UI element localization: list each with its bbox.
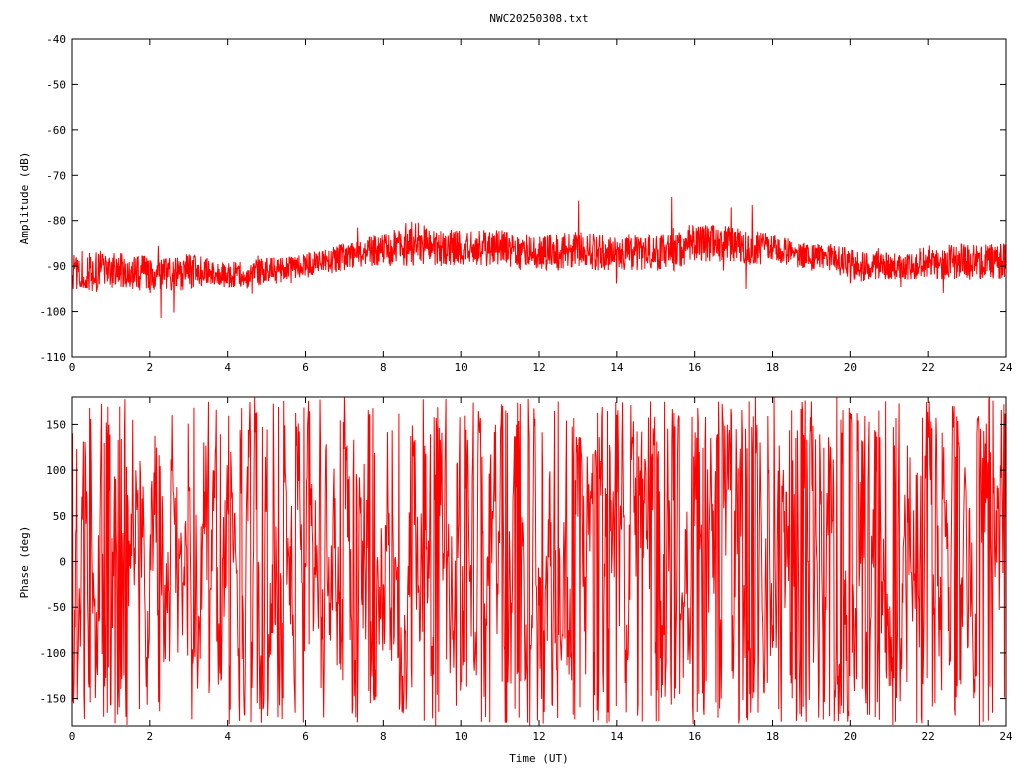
phase-x-tick-label: 10 (455, 730, 468, 743)
amplitude-y-tick-label: -100 (40, 306, 67, 319)
phase-y-tick-label: -100 (40, 647, 67, 660)
amplitude-x-tick-label: 10 (455, 361, 468, 374)
amplitude-x-tick-label: 18 (766, 361, 779, 374)
phase-y-tick-label: -50 (46, 601, 66, 614)
phase-y-axis-label: Phase (deg) (18, 526, 31, 599)
amplitude-x-tick-label: 0 (69, 361, 76, 374)
amplitude-y-tick-label: -110 (40, 351, 67, 364)
phase-plot-area (71, 396, 1007, 726)
phase-x-tick-label: 20 (844, 730, 857, 743)
amplitude-y-tick-label: -50 (46, 78, 66, 91)
phase-y-tick-label: 150 (46, 418, 66, 431)
amplitude-x-tick-label: 14 (610, 361, 624, 374)
amplitude-y-tick-label: -70 (46, 169, 66, 182)
amplitude-y-tick-label: -40 (46, 33, 66, 46)
amplitude-y-axis-label: Amplitude (dB) (18, 152, 31, 245)
amplitude-x-tick-label: 22 (922, 361, 935, 374)
phase-x-tick-label: 16 (688, 730, 701, 743)
phase-x-axis-label: Time (UT) (509, 752, 569, 765)
amplitude-x-tick-label: 12 (532, 361, 545, 374)
phase-axes: 0 2 4 6 8 10 12 14 16 18 20 22 24-150-100-5005010015… (40, 396, 1013, 743)
phase-x-tick-label: 2 (147, 730, 154, 743)
amplitude-axes: 0 2 4 6 8 10 12 14 16 18 20 22 24-110-100-90-80-70-6… (40, 33, 1013, 374)
phase-x-tick-label: 8 (380, 730, 387, 743)
phase-x-tick-label: 4 (224, 730, 231, 743)
phase-x-tick-label: 14 (610, 730, 624, 743)
phase-x-tick-label: 12 (532, 730, 545, 743)
phase-y-tick-label: -150 (40, 693, 67, 706)
amplitude-x-tick-label: 20 (844, 361, 857, 374)
amplitude-series-line (71, 197, 1007, 319)
amplitude-x-tick-label: 4 (224, 361, 231, 374)
phase-y-tick-label: 100 (46, 464, 66, 477)
amplitude-x-tick-label: 8 (380, 361, 387, 374)
phase-y-tick-label: 50 (53, 510, 66, 523)
phase-x-tick-label: 22 (922, 730, 935, 743)
amplitude-plot-area (71, 197, 1007, 319)
phase-x-tick-label: 18 (766, 730, 779, 743)
phase-x-tick-label: 24 (999, 730, 1013, 743)
amplitude-x-tick-label: 6 (302, 361, 309, 374)
amplitude-x-tick-label: 16 (688, 361, 701, 374)
amplitude-x-tick-label: 2 (147, 361, 154, 374)
amplitude-y-tick-label: -60 (46, 124, 66, 137)
phase-y-tick-label: 0 (59, 556, 66, 569)
phase-x-tick-label: 6 (302, 730, 309, 743)
amplitude-y-tick-label: -80 (46, 215, 66, 228)
amplitude-panel: NWC20250308.txt Amplitude (dB) 0 2 4 6 8 10 12… (18, 12, 1013, 374)
amplitude-y-tick-label: -90 (46, 260, 66, 273)
chart-title: NWC20250308.txt (489, 12, 588, 25)
amplitude-x-tick-label: 24 (999, 361, 1013, 374)
phase-x-tick-label: 0 (69, 730, 76, 743)
phase-panel: Phase (deg) Time (UT) 0 2 4 6 8 10 12 14 16 18 20 2… (18, 396, 1013, 765)
phase-series-line (71, 396, 1007, 726)
